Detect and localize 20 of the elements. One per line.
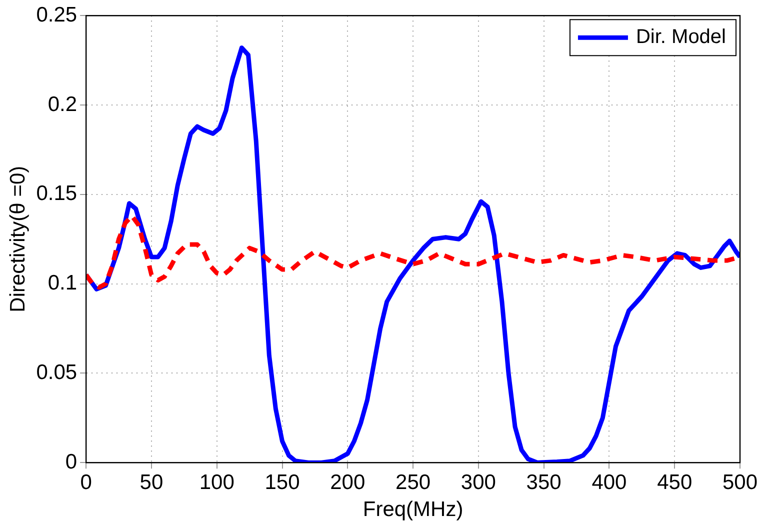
x-tick-label: 100 [199,470,234,494]
y-tick-label: 0.05 [36,360,78,384]
y-tick-label: 0.1 [48,272,78,295]
y-tick-label: 0.25 [36,3,78,26]
x-tick-label: 500 [722,470,758,494]
y-axis-title: Directivity(θ =0) [6,166,30,312]
x-tick-label: 300 [460,470,496,494]
x-tick-label: 150 [264,470,300,494]
x-tick-label: 450 [657,470,692,494]
x-tick-label: 0 [80,470,92,494]
y-tick-label: 0 [65,450,78,474]
y-tick-label: 0.15 [36,182,78,206]
x-tick-label: 200 [330,470,366,494]
x-axis-title: Freq(MHz) [362,498,464,522]
x-tick-label: 50 [140,470,164,494]
x-tick-label: 350 [526,470,562,494]
x-tick-label: 400 [592,470,627,494]
y-tick-label: 0.2 [48,92,78,116]
legend-label: Dir. Model [636,26,726,48]
x-tick-label: 250 [396,470,431,494]
